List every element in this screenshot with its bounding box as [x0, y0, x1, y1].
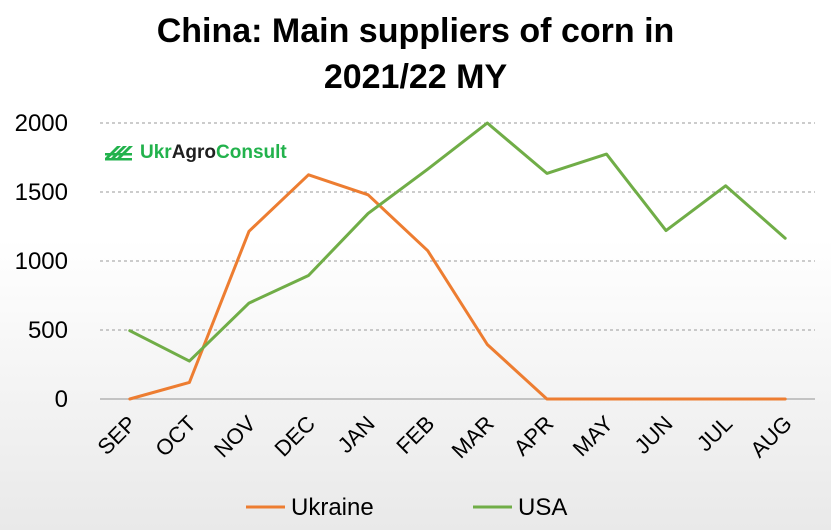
- x-axis-ticks: SEP OCT NOV DEC JAN FEB MAR APR MAY JUN JUL AUG: [93, 411, 797, 463]
- x-tick-label: SEP: [93, 411, 142, 460]
- series-line-usa: [128, 121, 787, 363]
- series-lines: [128, 121, 787, 401]
- legend-label-ukraine: Ukraine: [291, 494, 374, 521]
- gridlines: [100, 122, 815, 400]
- x-tick-label: OCT: [150, 411, 201, 462]
- logo-stripes-icon: [105, 146, 133, 161]
- chart-title-line-2: 2021/22 MY: [323, 58, 508, 96]
- chart-title-line-1: China: Main suppliers of corn in: [156, 12, 675, 50]
- chart-title: China: Main suppliers of corn in 2021/22…: [0, 8, 831, 100]
- logo-text-agro: Agro: [172, 142, 216, 163]
- x-tick-label: DEC: [270, 411, 321, 462]
- x-tick-label: FEB: [391, 411, 439, 459]
- logo-wordmark: UkrAgroConsult: [140, 142, 287, 163]
- x-tick-label: JAN: [333, 411, 380, 458]
- x-tick-label: APR: [509, 411, 559, 461]
- logo: UkrAgroConsult: [105, 142, 287, 163]
- series-line-ukraine: [128, 173, 787, 401]
- x-tick-label: JUN: [630, 411, 678, 459]
- logo-text-consult: Consult: [216, 142, 287, 163]
- y-tick-label: 2000: [15, 110, 68, 137]
- x-tick-label: NOV: [209, 411, 261, 463]
- x-tick-label: AUG: [745, 411, 796, 462]
- x-tick-label: JUL: [692, 411, 737, 456]
- legend-label-usa: USA: [518, 494, 567, 521]
- y-tick-label: 0: [55, 386, 68, 413]
- y-tick-label: 1500: [15, 179, 68, 206]
- y-tick-label: 500: [28, 317, 68, 344]
- y-tick-label: 1000: [15, 248, 68, 275]
- x-tick-label: MAY: [568, 411, 618, 461]
- legend: Ukraine USA: [246, 494, 567, 521]
- y-axis-ticks: 0 500 1000 1500 2000: [15, 110, 68, 413]
- logo-text-ukr: Ukr: [140, 142, 172, 163]
- x-tick-label: MAR: [447, 411, 499, 463]
